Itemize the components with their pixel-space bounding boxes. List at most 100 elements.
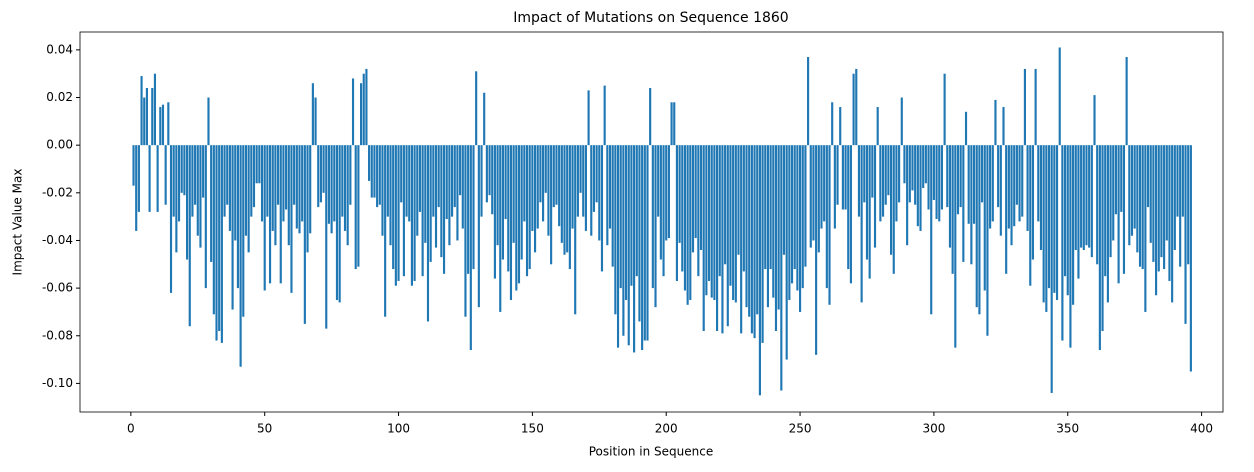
bar (542, 145, 545, 222)
bar (611, 145, 614, 267)
bar (948, 145, 952, 248)
bar (914, 145, 917, 205)
bar (507, 145, 510, 272)
bar (271, 145, 274, 231)
bar (1037, 145, 1040, 222)
bar (247, 145, 250, 253)
bar (317, 145, 320, 208)
bar (769, 145, 772, 270)
bar (876, 107, 879, 146)
bar (445, 145, 448, 220)
bar (397, 145, 400, 281)
bar (828, 145, 831, 305)
bar (351, 78, 355, 146)
bar (384, 145, 387, 317)
bar (981, 145, 984, 203)
bar (1090, 145, 1093, 258)
bar (523, 145, 526, 222)
bar (469, 145, 472, 351)
bar (266, 145, 269, 217)
bar (394, 145, 397, 286)
x-axis-label: Position in Sequence (589, 445, 713, 459)
bar (477, 145, 480, 308)
bar (983, 145, 986, 291)
bar (641, 145, 644, 351)
bar (180, 145, 183, 193)
bar (303, 145, 306, 324)
bar (732, 145, 735, 301)
y-tick-label: -0.08 (42, 328, 73, 342)
bar (1160, 145, 1163, 258)
bar (517, 145, 521, 284)
bar (528, 145, 531, 270)
bar (186, 145, 189, 260)
bar (151, 87, 154, 146)
bar (764, 145, 767, 270)
bar (381, 145, 384, 236)
bar (212, 145, 215, 315)
bar (509, 145, 513, 301)
bar (1163, 145, 1166, 270)
bar (932, 145, 935, 200)
bar (287, 145, 290, 246)
bar (501, 145, 505, 260)
bar (493, 145, 496, 279)
bar (566, 145, 569, 253)
bar (220, 145, 223, 343)
bar (226, 145, 229, 205)
bar (782, 145, 786, 255)
bar (638, 145, 641, 322)
bar (137, 145, 140, 212)
bar (429, 145, 432, 262)
bar (847, 145, 850, 270)
bar (772, 145, 775, 298)
bar (485, 145, 488, 203)
bar (737, 145, 740, 255)
bar (338, 145, 341, 303)
bar (456, 145, 459, 241)
bar (654, 145, 657, 308)
bar (812, 145, 815, 241)
bar (183, 145, 186, 196)
bar (440, 145, 443, 258)
bar (665, 145, 668, 241)
bar (873, 145, 877, 248)
bar (172, 145, 175, 217)
bar (748, 145, 751, 317)
bar (1072, 145, 1075, 305)
bar (978, 145, 981, 315)
bar (319, 145, 322, 203)
bar (1149, 145, 1152, 243)
bar (1007, 145, 1010, 229)
bar (199, 145, 202, 248)
bar (683, 145, 687, 291)
bar (1157, 145, 1160, 272)
bar (1063, 145, 1067, 277)
bar (627, 145, 630, 346)
bar (451, 145, 454, 217)
bar (922, 145, 925, 189)
bar (290, 145, 293, 293)
bar (1013, 145, 1016, 227)
bar (678, 145, 681, 243)
y-tick-label: 0.00 (46, 138, 73, 152)
bar (785, 145, 788, 360)
bar (951, 145, 954, 274)
bar (1155, 145, 1158, 296)
bar (1176, 145, 1179, 217)
bar (464, 145, 467, 317)
bar (544, 145, 547, 193)
bar (1122, 145, 1126, 274)
bar (536, 145, 539, 229)
bar (630, 145, 633, 286)
bar (1181, 145, 1184, 217)
x-tick-label: 250 (789, 422, 812, 436)
bar (1130, 145, 1134, 236)
bar (761, 145, 764, 343)
bar (780, 145, 783, 391)
bar (550, 145, 553, 265)
bar (1098, 145, 1101, 351)
bar (1080, 145, 1083, 248)
bar (938, 145, 941, 222)
bar (959, 145, 962, 208)
